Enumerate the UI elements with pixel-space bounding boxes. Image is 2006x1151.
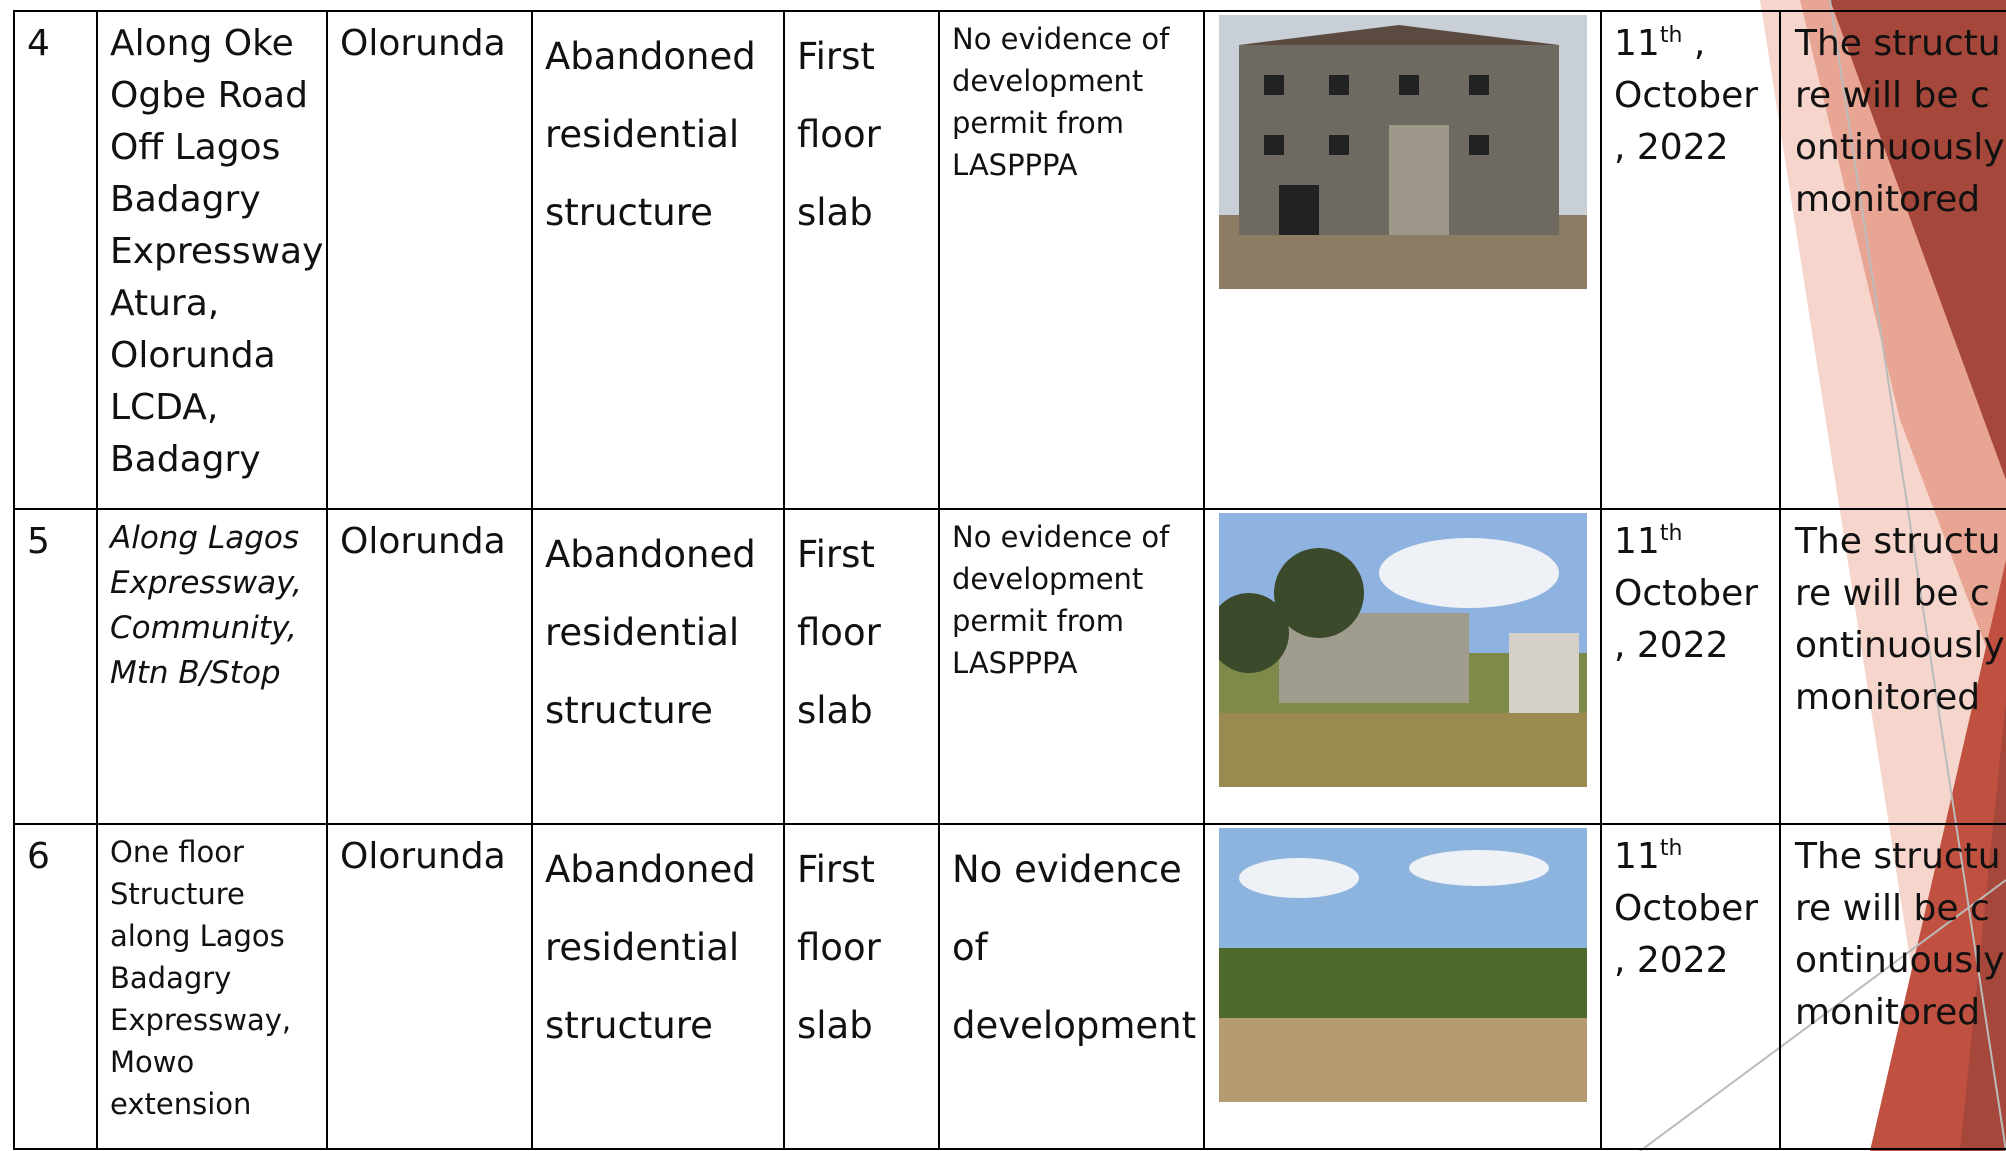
cell: One floor Structure along Lagos Badagry … [96, 823, 328, 1150]
cell: Abandoned residential structure [531, 508, 785, 825]
cell: The structure will be continuously monit… [1779, 508, 2006, 825]
cell: The structure will be continuously monit… [1779, 10, 2006, 510]
date: October , 2022 [1614, 573, 1759, 666]
photo-cell [1203, 508, 1602, 825]
photo [1219, 15, 1587, 289]
cell: No evidence of development [938, 823, 1205, 1150]
cell: Olorunda [326, 823, 533, 1150]
cell: 11th October , 2022 [1600, 823, 1781, 1150]
photo-cell [1203, 10, 1602, 510]
cell: First floor slab [783, 823, 940, 1150]
day: 11 [1614, 836, 1660, 877]
date: October , 2022 [1614, 888, 1759, 981]
photo [1209, 513, 1587, 787]
inspection-table: 4 Along Oke Ogbe Road Off Lagos Badagry … [13, 10, 2006, 1150]
cell: Along Oke Ogbe Road Off Lagos Badagry Ex… [96, 10, 328, 510]
cell: No evidence of development permit from L… [938, 508, 1205, 825]
cell: No evidence of development permit from L… [938, 10, 1205, 510]
suffix: th [1659, 23, 1683, 48]
cell: Along Lagos Expressway, Community, Mtn B… [96, 508, 328, 825]
cell: The structure will be continuously monit… [1779, 823, 2006, 1150]
cell: 6 [13, 823, 98, 1150]
day: 11 [1614, 23, 1660, 64]
cell: First floor slab [783, 508, 940, 825]
row: 4 Along Oke Ogbe Road Off Lagos Badagry … [13, 10, 2006, 510]
row: 6 One floor Structure along Lagos Badagr… [13, 823, 2006, 1150]
cell: Abandoned residential structure [531, 10, 785, 510]
cell: 11th October , 2022 [1600, 508, 1781, 825]
cell: 11th , October , 2022 [1600, 10, 1781, 510]
cell: First floor slab [783, 10, 940, 510]
day: 11 [1614, 521, 1660, 562]
cell: Abandoned residential structure [531, 823, 785, 1150]
row: 5 Along Lagos Expressway, Community, Mtn… [13, 508, 2006, 825]
photo [1219, 828, 1587, 1102]
suffix: th [1659, 836, 1683, 861]
cell: Olorunda [326, 508, 533, 825]
cell: 4 [13, 10, 98, 510]
cell: 5 [13, 508, 98, 825]
date: , October , 2022 [1614, 23, 1759, 168]
suffix: th [1659, 521, 1683, 546]
cell: Olorunda [326, 10, 533, 510]
photo-cell [1203, 823, 1602, 1150]
